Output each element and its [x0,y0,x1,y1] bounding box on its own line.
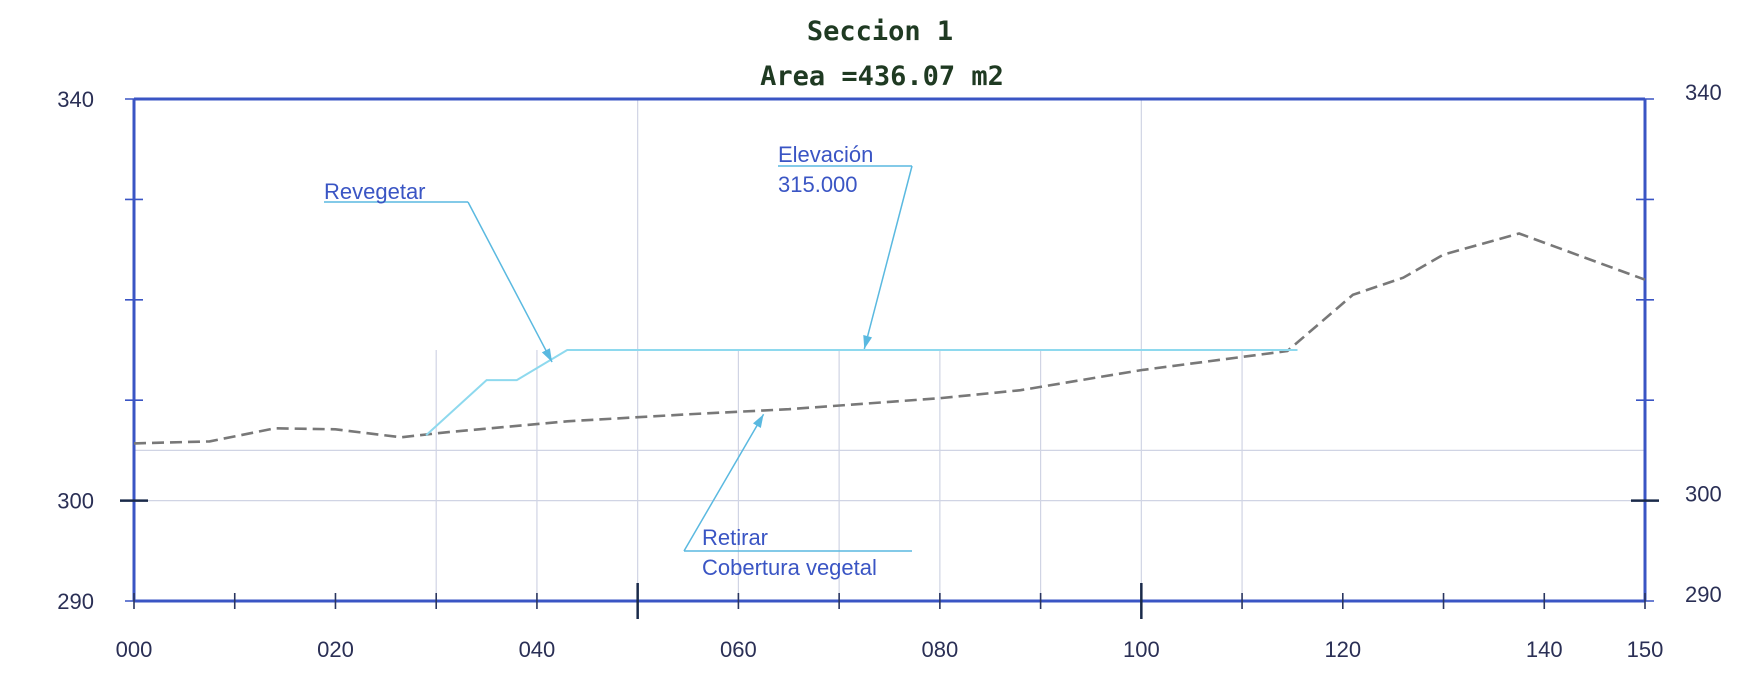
series-group [133,232,1646,445]
plot-frame [120,97,1659,619]
annotation-leaders [324,165,913,552]
x-tick-label: 060 [720,637,757,662]
annotation-retirar-line: Cobertura vegetal [702,555,877,580]
x-tick-label: 040 [519,637,556,662]
x-tick-label: 100 [1123,637,1160,662]
annotation-retirar-line: Retirar [702,525,768,550]
annotation-retirar-leader [683,413,765,552]
chart-title: Seccion 1 [807,16,953,47]
annotation-revegetar-line: Revegetar [324,179,426,204]
y-tick-label-right: 290 [1685,582,1722,607]
annotation-elevacion-arrowhead [863,335,873,349]
x-tick-label: 120 [1324,637,1361,662]
y-tick-label-left: 300 [57,489,94,514]
annotation-elevacion-line: Elevación [778,142,873,167]
x-tick-label: 020 [317,637,354,662]
x-tick-label: 080 [922,637,959,662]
ground-profile-line [133,232,1646,445]
y-tick-label-right: 340 [1685,80,1722,105]
annotation-retirar-arrowhead [753,414,764,428]
annotation-revegetar-arrowhead [541,348,553,363]
x-tick-label: 000 [116,637,153,662]
annotation-revegetar-leader [467,201,553,363]
annotation-labels: Revegetar Elevación 315.000 Retirar Cobertur… [324,142,877,580]
y-tick-label-left: 290 [57,589,94,614]
annotation-elevacion-line: 315.000 [778,172,858,197]
y-tick-label-left: 340 [57,87,94,112]
grid [134,99,1645,601]
area-label: Area =436.07 m2 [760,61,1004,92]
y-tick-label-right: 300 [1685,482,1722,507]
annotation-elevacion-leader [863,165,913,350]
x-tick-label: 150 [1627,637,1664,662]
design-grade-line [425,349,1298,437]
x-tick-label: 140 [1526,637,1563,662]
axis-labels: 000 020 040 060 080 100 120 140 150 340 300 290 340 3… [57,80,1721,662]
